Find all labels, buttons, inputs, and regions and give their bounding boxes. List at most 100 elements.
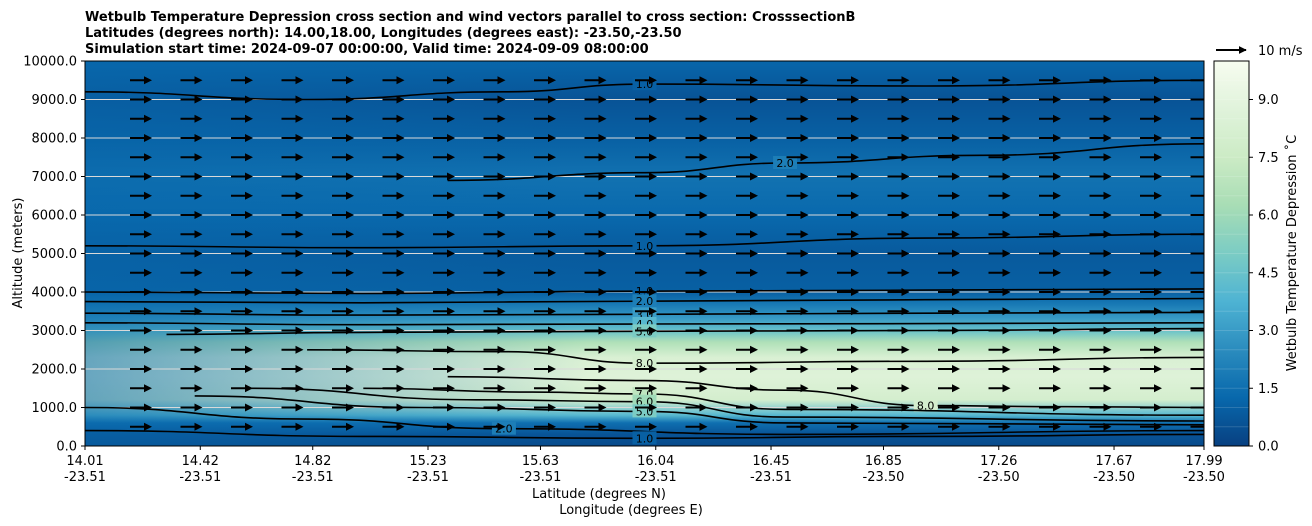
x-tick-label-lat: 17.26 — [980, 454, 1017, 469]
wind-vector-head — [1205, 134, 1213, 142]
wind-vector-head — [295, 134, 304, 142]
wind-vector-head — [295, 191, 304, 200]
wind-vector-head — [396, 345, 405, 354]
wind-vector-head — [194, 172, 203, 181]
wind-vector-head — [497, 191, 506, 200]
wind-vector-head — [144, 114, 152, 123]
wind-vector-head — [952, 422, 960, 431]
wind-vector-head — [194, 422, 203, 431]
wind-vector-head — [851, 403, 859, 412]
wind-vector-head — [144, 230, 152, 239]
colorbar-frame — [1213, 60, 1250, 447]
wind-vector-head — [901, 326, 910, 335]
wind-vector-head — [1053, 76, 1061, 85]
wind-vector-head — [750, 191, 758, 200]
wind-vector-head — [699, 268, 708, 277]
wind-vector-head — [750, 326, 758, 335]
wind-vector-head — [1053, 172, 1061, 181]
wind-vector-head — [1103, 95, 1112, 104]
wind-vector-head — [346, 326, 354, 335]
wind-vector-head — [1103, 307, 1112, 316]
wind-vector-head — [952, 230, 960, 239]
wind-vector-head — [447, 153, 455, 162]
wind-vector-head — [699, 172, 708, 181]
wind-vector-head — [1103, 249, 1112, 258]
x-tick-label-lon: -23.51 — [407, 470, 449, 485]
wind-vector-head — [1103, 365, 1112, 373]
contour-label-bg — [632, 294, 657, 308]
wind-vector-head — [1154, 172, 1162, 181]
y-axis-label: Altitude (meters) — [11, 198, 26, 309]
wind-vector-head — [952, 249, 960, 258]
wind-vector-head — [245, 403, 253, 412]
wind-vector-head — [750, 288, 758, 296]
wind-vector-head — [598, 345, 607, 354]
wind-vector-head — [800, 403, 809, 412]
colorbar-tick-label: 6.0 — [1258, 209, 1279, 224]
wind-vector-head — [548, 326, 556, 335]
wind-vector-head — [346, 153, 354, 162]
wind-vector-head — [1154, 191, 1162, 200]
wind-vector-head — [952, 134, 960, 142]
wind-vector-head — [750, 172, 758, 181]
wind-vector-head — [901, 114, 910, 123]
wind-vector-head — [952, 211, 960, 219]
wind-vector-head — [1002, 76, 1011, 85]
wind-vector-head — [800, 288, 809, 296]
wind-vector-head — [1154, 422, 1162, 431]
wind-vector-head — [649, 384, 657, 393]
wind-vector-head — [548, 95, 556, 104]
wind-vector-head — [1154, 153, 1162, 162]
wind-vector-head — [750, 114, 758, 123]
wind-vector-head — [952, 153, 960, 162]
wind-vector-head — [598, 365, 607, 373]
wind-vector-head — [649, 134, 657, 142]
wind-vector-head — [649, 326, 657, 335]
contour-line-2.0 — [85, 406, 1204, 436]
wind-vector-head — [901, 95, 910, 104]
wind-vector-head — [699, 288, 708, 296]
x-tick-label-lon: -23.51 — [635, 470, 677, 485]
wind-vector-head — [1103, 114, 1112, 123]
wind-vector-head — [548, 76, 556, 85]
wind-vector-head — [901, 249, 910, 258]
wind-vector-head — [851, 230, 859, 239]
wind-vector-head — [1154, 249, 1162, 258]
wind-vector-head — [851, 384, 859, 393]
contour-label: 5.0 — [636, 405, 654, 418]
wind-vector-head — [901, 288, 910, 296]
wind-vector-head — [800, 345, 809, 354]
wind-vector-head — [396, 76, 405, 85]
wind-vector-head — [1103, 403, 1112, 412]
wind-vector-head — [1205, 153, 1213, 161]
wind-vector-head — [1002, 403, 1011, 412]
wind-vector-head — [649, 230, 657, 239]
contour-line-6.0 — [250, 387, 1204, 422]
colorbar-level-lines — [1214, 79, 1249, 428]
wind-vector-head — [699, 230, 708, 239]
wind-vector-head — [1205, 230, 1213, 238]
wind-vector-head — [851, 95, 859, 104]
wind-vector-head — [1154, 134, 1162, 142]
wind-vector-head — [1205, 365, 1213, 373]
wind-vector-head — [396, 307, 405, 316]
wind-vector-head — [1154, 95, 1162, 104]
wind-vector-head — [851, 326, 859, 335]
colorbar-ticks: 0.0 1.5 3.0 4.5 6.0 7.5 9.0 — [1249, 93, 1279, 455]
wind-vector-head — [295, 153, 304, 162]
title-line-3: Simulation start time: 2024-09-07 00:00:… — [85, 42, 649, 57]
wind-vector-head — [750, 134, 758, 142]
wind-vector-head — [194, 403, 203, 412]
wind-vector-head — [396, 114, 405, 123]
x-tick-label-lon: -23.51 — [292, 470, 334, 485]
wind-vector-head — [346, 365, 354, 373]
wind-vector-head — [396, 191, 405, 200]
wind-vector-head — [598, 230, 607, 239]
wind-vector-head — [1205, 192, 1213, 200]
wind-vector-head — [1053, 211, 1061, 219]
wind-vector-head — [800, 268, 809, 277]
wind-vector-head — [497, 403, 506, 412]
colorbar-bar — [1214, 61, 1249, 446]
wind-vector-head — [1205, 404, 1213, 412]
